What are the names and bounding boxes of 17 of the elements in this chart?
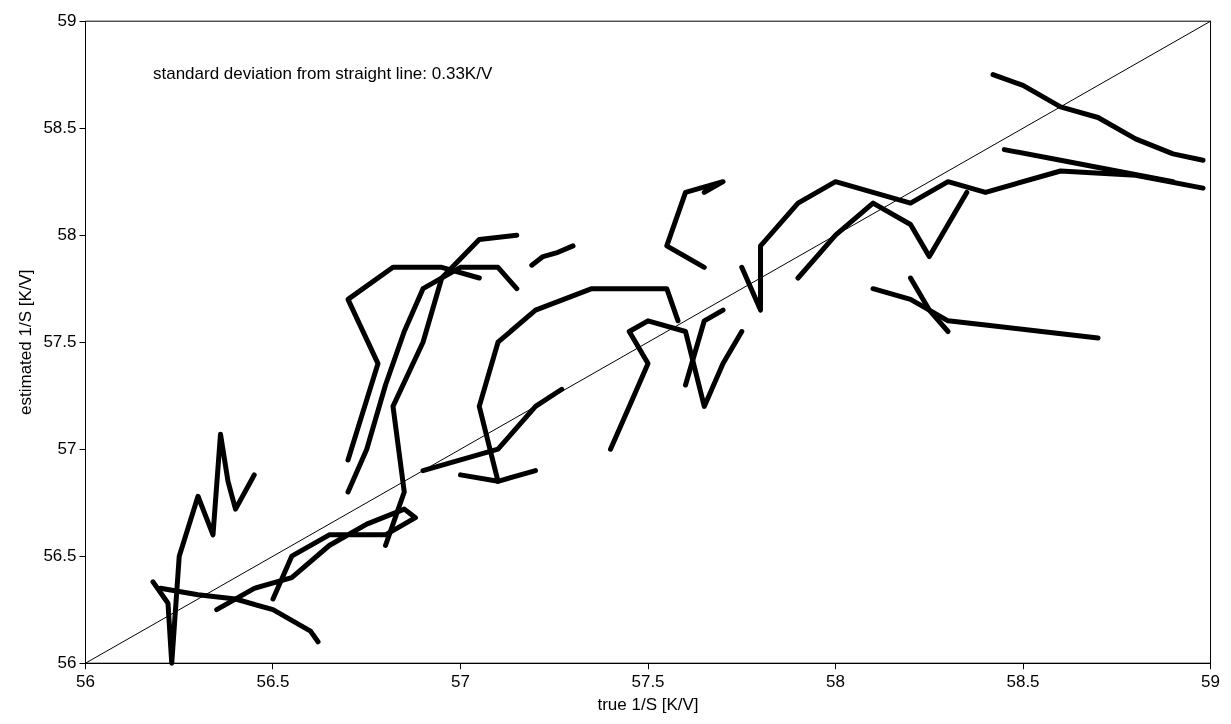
annotation: standard deviation from straight line: 0.33K/V <box>152 63 493 83</box>
x-tick-label: 59 <box>1201 672 1221 692</box>
x-axis-title: true 1/S [K/V] <box>597 695 699 715</box>
x-tick-label: 56.5 <box>256 672 290 692</box>
y-tick-label: 56.5 <box>43 545 77 565</box>
y-axis-title: estimated 1/S [K/V] <box>15 269 35 415</box>
y-tick-label: 58 <box>57 224 77 244</box>
y-tick-label: 57 <box>57 438 77 458</box>
x-tick-label: 57.5 <box>631 672 665 692</box>
y-tick-label: 59 <box>57 10 77 30</box>
y-tick-label: 58.5 <box>43 117 77 137</box>
y-tick-label: 57.5 <box>43 331 77 351</box>
x-tick-label: 58.5 <box>1006 672 1040 692</box>
x-tick-label: 58 <box>826 672 845 692</box>
x-tick-label: 57 <box>451 672 470 692</box>
y-tick-label: 56 <box>57 652 77 672</box>
x-tick-label: 56 <box>76 672 95 692</box>
